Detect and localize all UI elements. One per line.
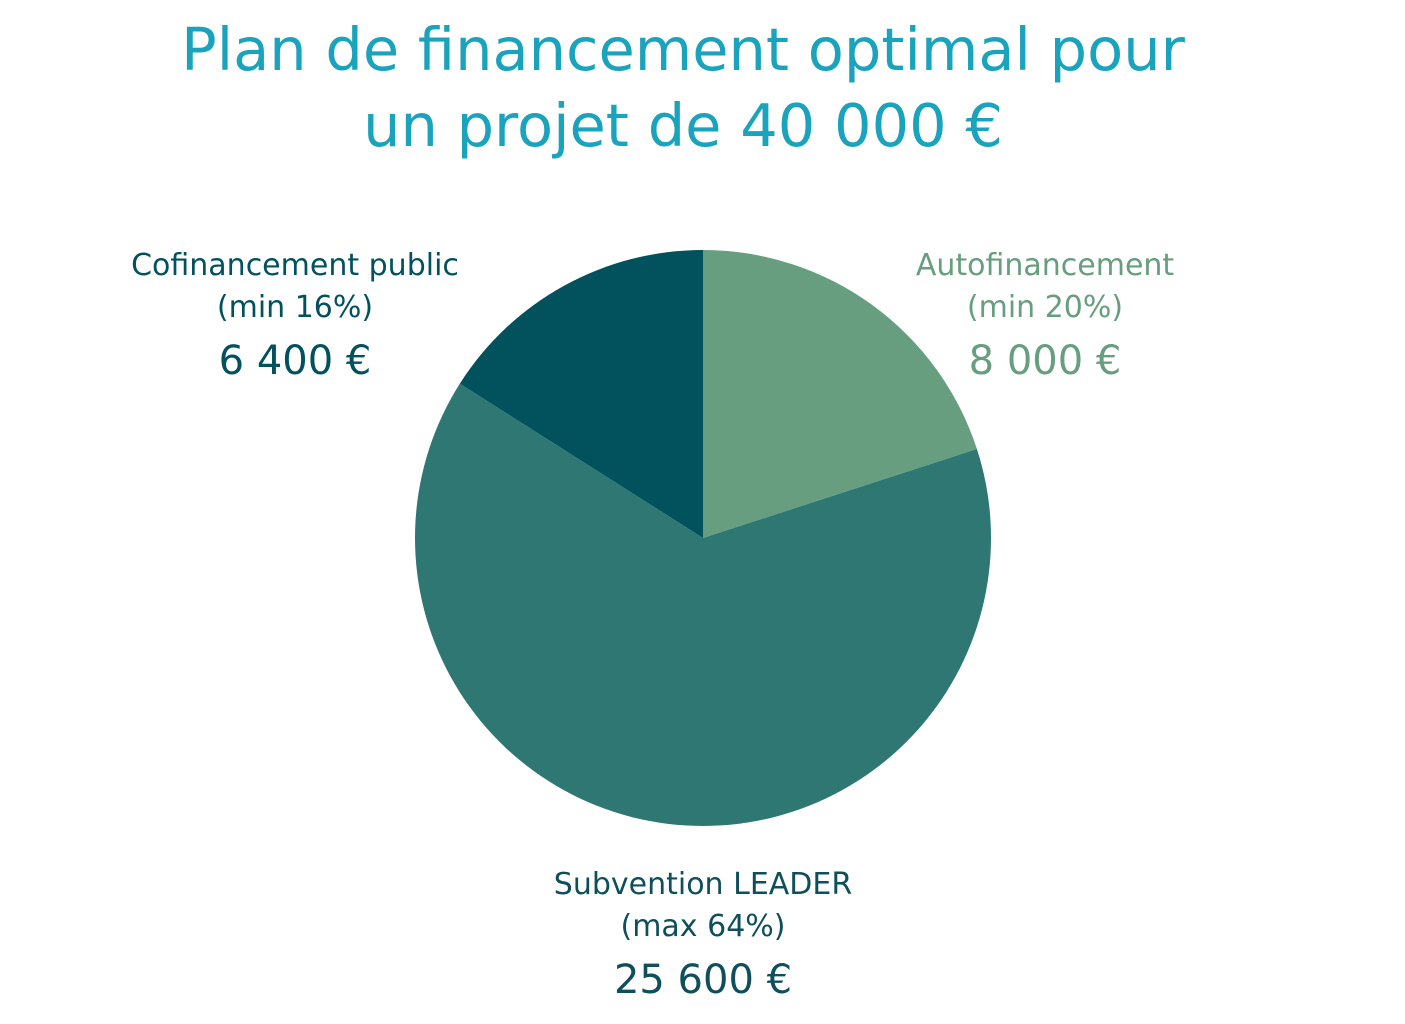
chart-title-line-1: Plan de financement optimal pour: [181, 15, 1185, 84]
pie-slice-autofinancement: [703, 250, 977, 538]
slice-label-name: Autofinancement: [915, 248, 1175, 283]
chart-title-line-2: un projet de 40 000 €: [363, 91, 1003, 160]
slice-label-amount: 25 600 €: [613, 957, 793, 1003]
slice-label-cofinancement-public: Cofinancement public (min 16%) 6 400 €: [95, 245, 495, 389]
slice-label-name: Subvention LEADER: [553, 867, 853, 902]
slice-label-amount: 6 400 €: [218, 338, 372, 384]
pie-slice-subvention-leader: [415, 383, 992, 826]
slice-label-note: (max 64%): [620, 909, 786, 944]
chart-title: Plan de financement optimal pour un proj…: [0, 12, 1366, 164]
slice-label-note: (min 16%): [216, 290, 374, 325]
slice-label-name: Cofinancement public: [131, 248, 459, 283]
pie-slice-cofinancement-public: [459, 250, 703, 538]
slice-label-note: (min 20%): [966, 290, 1124, 325]
slice-label-amount: 8 000 €: [968, 338, 1122, 384]
slice-label-subvention-leader: Subvention LEADER (max 64%) 25 600 €: [503, 864, 903, 1008]
slice-label-autofinancement: Autofinancement (min 20%) 8 000 €: [840, 245, 1250, 389]
